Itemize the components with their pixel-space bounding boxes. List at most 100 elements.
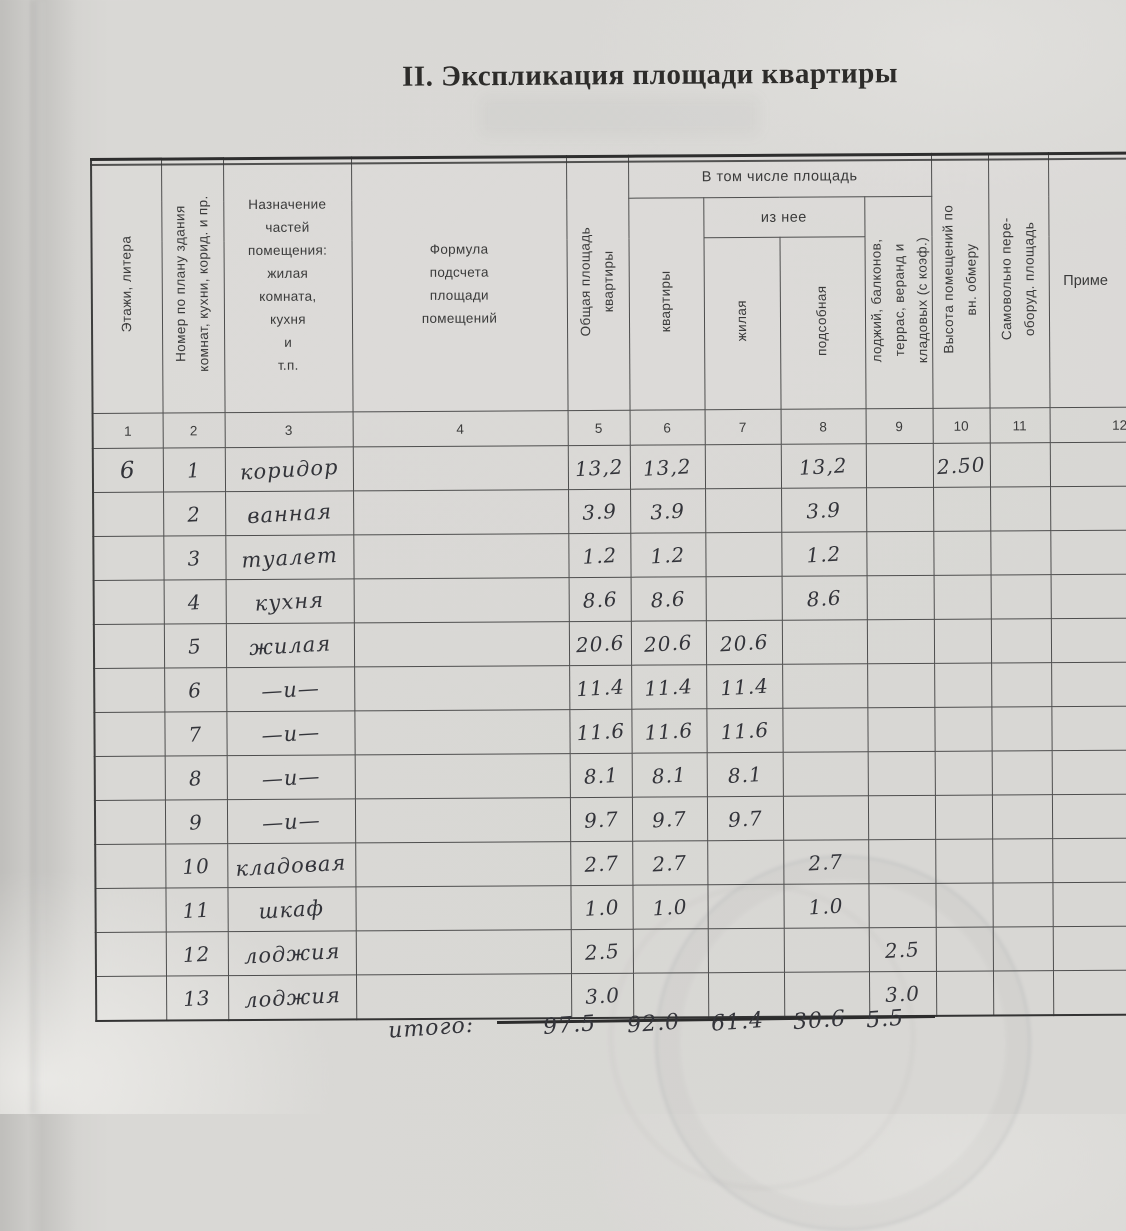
cell-formula <box>355 885 571 931</box>
cell-total-area: 3.9 <box>568 489 631 534</box>
cell-note <box>1052 969 1126 1016</box>
cell-unauthorized <box>992 970 1054 1016</box>
cell-apartment-area: 1.0 <box>632 884 708 930</box>
column-number: 7 <box>704 409 781 445</box>
cell-formula <box>353 489 569 535</box>
cell-total-area: 8.1 <box>569 753 632 798</box>
table-row: 6 1 коридор 13,2 13,2 13,2 2.50 <box>92 441 1126 493</box>
cell-unauthorized <box>990 530 1051 576</box>
cell-unauthorized <box>991 750 1052 796</box>
cell-floor <box>94 756 165 801</box>
cell-floor <box>93 580 164 625</box>
cell-room-name: —и— <box>226 798 356 844</box>
col-header-apartment: квартиры <box>628 197 705 411</box>
column-number: 5 <box>567 410 630 446</box>
cell-floor: 6 <box>92 448 164 493</box>
cell-auxiliary-area <box>782 751 868 797</box>
cell-room-number: 11 <box>165 887 228 933</box>
cell-height <box>934 707 992 752</box>
cell-floor <box>93 492 164 537</box>
cell-formula <box>354 753 570 799</box>
col-header-total-area: Общая площадь квартиры <box>566 156 630 411</box>
cell-floor <box>94 800 166 845</box>
cell-loggias-area <box>866 575 934 620</box>
cell-living-area: 20.6 <box>705 620 783 665</box>
column-number: 4 <box>352 410 568 447</box>
cell-total-area: 20.6 <box>568 621 632 666</box>
cell-room-name: кладовая <box>227 842 356 888</box>
cell-floor <box>93 536 164 581</box>
cell-formula <box>353 621 570 667</box>
cell-living-area <box>705 576 782 621</box>
cell-room-number: 2 <box>163 491 226 537</box>
cell-apartment-area: 8.1 <box>631 752 707 798</box>
cell-floor <box>94 668 165 713</box>
cell-note <box>1052 837 1126 883</box>
cell-unauthorized <box>991 706 1052 752</box>
cell-total-area: 2.5 <box>570 929 633 974</box>
totals-auxiliary-area: 30.6 <box>792 1006 847 1036</box>
cell-floor <box>94 712 165 757</box>
cell-formula <box>355 929 571 975</box>
cell-room-number: 8 <box>164 755 227 801</box>
cell-room-number: 13 <box>165 975 229 1021</box>
cell-living-area <box>707 884 784 929</box>
cell-formula <box>354 797 571 843</box>
col-header-height: Высота помещений по вн. обмеру <box>930 154 990 409</box>
cell-unauthorized <box>990 486 1051 532</box>
cell-living-area <box>705 532 782 577</box>
cell-height <box>934 751 992 796</box>
cell-floor <box>95 888 166 933</box>
cell-auxiliary-area <box>782 663 868 709</box>
cell-living-area <box>707 840 784 885</box>
cell-floor <box>93 624 165 669</box>
cell-height <box>934 795 993 840</box>
cell-auxiliary-area: 1.0 <box>783 883 869 929</box>
cell-auxiliary-area: 1.2 <box>781 531 867 577</box>
cell-unauthorized <box>991 662 1052 708</box>
cell-apartment-area: 8.6 <box>630 576 706 622</box>
group-header-including-area: В том числе площадь <box>627 154 932 199</box>
table-row: 7 —и— 11.6 11.6 11.6 <box>94 705 1126 757</box>
totals-loggias-area: 5.5 <box>865 1005 905 1034</box>
cell-formula <box>355 841 571 887</box>
cell-room-name: шкаф <box>227 886 356 932</box>
col-header-floors: Этажи, литера <box>91 159 163 414</box>
cell-living-area <box>707 928 784 973</box>
cell-living-area: 8.1 <box>706 752 783 797</box>
cell-unauthorized <box>992 882 1053 927</box>
cell-living-area: 11.4 <box>706 664 783 709</box>
cell-note <box>1050 573 1126 619</box>
cell-loggias-area <box>867 795 936 840</box>
cell-room-number: 4 <box>163 579 226 625</box>
table-row: 10 кладовая 2.7 2.7 2.7 <box>95 837 1126 889</box>
cell-room-number: 10 <box>165 843 228 889</box>
table-body: 6 1 коридор 13,2 13,2 13,2 2.50 2 ванная… <box>92 441 1126 1021</box>
cell-height <box>935 970 994 1016</box>
cell-loggias-area <box>867 707 935 752</box>
cell-height <box>935 883 993 928</box>
column-number: 6 <box>629 409 705 446</box>
faint-smudge <box>480 96 760 136</box>
cell-auxiliary-area <box>782 795 869 841</box>
cell-room-number: 6 <box>164 667 227 713</box>
cell-loggias-area <box>865 443 934 488</box>
cell-room-number: 7 <box>164 711 227 757</box>
cell-note <box>1051 749 1126 795</box>
cell-room-name: —и— <box>226 710 355 756</box>
cell-total-area: 2.7 <box>570 841 633 886</box>
cell-apartment-area: 3.9 <box>630 488 706 534</box>
cell-auxiliary-area <box>781 619 868 665</box>
cell-total-area: 1.0 <box>570 885 633 930</box>
table-row: 12 лоджия 2.5 2.5 <box>95 925 1126 977</box>
cell-living-area: 9.7 <box>706 796 784 841</box>
cell-note <box>1051 661 1126 707</box>
cell-unauthorized <box>991 794 1053 840</box>
column-number: 12 <box>1049 406 1126 443</box>
cell-room-name: жилая <box>225 622 355 668</box>
cell-apartment-area: 11.4 <box>631 664 707 710</box>
cell-formula <box>353 533 569 579</box>
cell-room-name: —и— <box>226 666 355 712</box>
cell-note <box>1052 881 1126 927</box>
cell-total-area: 9.7 <box>569 797 633 842</box>
